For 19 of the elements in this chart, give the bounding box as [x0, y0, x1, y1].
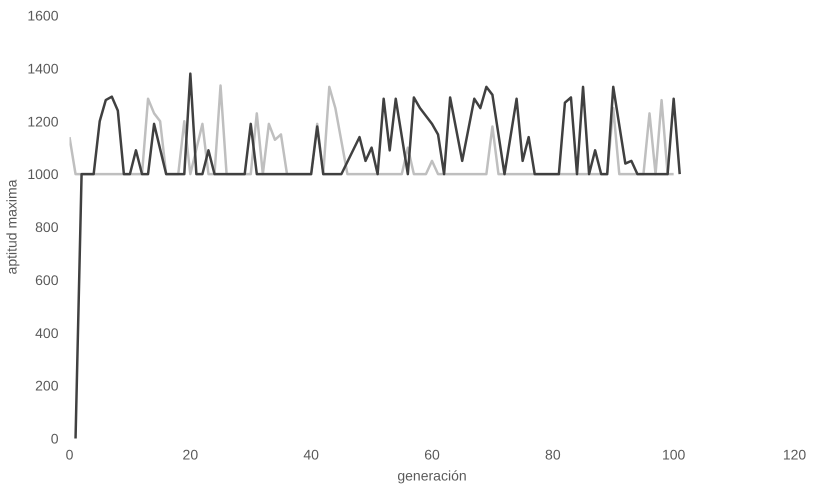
y-tick-label: 1600: [27, 8, 59, 24]
x-tick-label: 0: [66, 446, 74, 462]
y-axis-title: aptitud maxima: [3, 179, 20, 274]
x-axis-title: generación: [397, 468, 467, 484]
y-tick-label: 600: [35, 272, 59, 288]
y-tick-label: 800: [35, 219, 59, 235]
x-tick-label: 100: [662, 446, 686, 462]
x-tick-label: 120: [782, 446, 806, 462]
y-tick-label: 0: [50, 430, 59, 446]
y-tick-label: 1000: [27, 166, 59, 182]
x-tick-label: 80: [545, 446, 561, 462]
line-series: [74, 72, 681, 438]
x-tick-label: 20: [182, 446, 198, 462]
x-tick-label: 40: [303, 446, 320, 462]
y-tick-label: 1200: [27, 113, 59, 130]
y-tick-label: 400: [35, 324, 59, 341]
y-tick-label: 200: [35, 378, 59, 394]
x-tick-label: 60: [424, 446, 440, 462]
y-tick-label: 1400: [27, 60, 59, 76]
